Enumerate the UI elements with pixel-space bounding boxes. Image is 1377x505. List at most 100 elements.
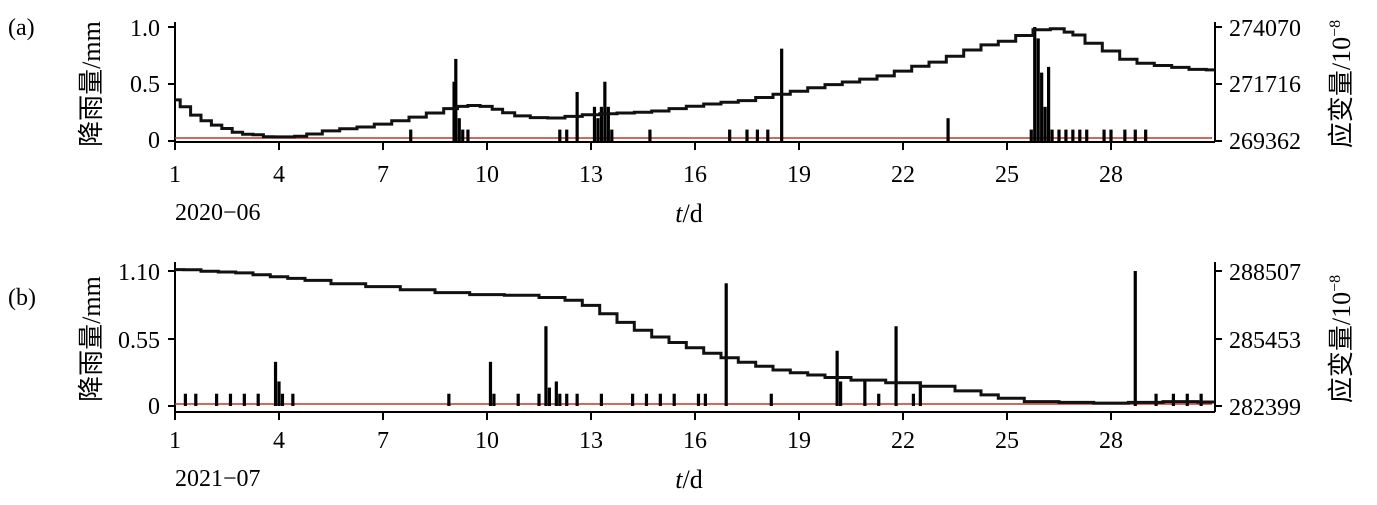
rain-bar xyxy=(215,393,219,406)
x-tick-label: 22 xyxy=(891,162,915,188)
rain-bar xyxy=(454,58,458,141)
rain-bar xyxy=(1154,393,1158,406)
right-y-axis-title-exponent: −8 xyxy=(1327,20,1344,37)
rain-bar xyxy=(1185,393,1189,406)
rain-bar xyxy=(547,387,551,406)
rain-bar xyxy=(877,393,881,406)
left-y-tick-label: 0 xyxy=(148,394,160,420)
rain-bar xyxy=(696,393,701,406)
x-tick-label: 28 xyxy=(1099,162,1123,188)
rain-bar xyxy=(280,393,285,406)
x-ticks-a: 1 4 7 10 13 16 19 22 25 28 xyxy=(169,142,1123,188)
rain-bar xyxy=(461,129,465,141)
x-tick-label: 22 xyxy=(891,428,915,454)
panel-label-b: (b) xyxy=(8,285,36,311)
right-y-tick-label: 288507 xyxy=(1229,260,1301,286)
rain-bar xyxy=(452,81,456,141)
x-tick-label: 13 xyxy=(579,162,603,188)
rain-bar xyxy=(1085,129,1089,141)
right-y-axis-title-base: 应变量/10 xyxy=(1327,292,1356,403)
rain-bar xyxy=(1144,129,1148,141)
x-axis-var: t xyxy=(675,465,683,494)
rain-bar xyxy=(537,393,541,406)
x-tick-label: 13 xyxy=(579,428,603,454)
rain-bar xyxy=(703,393,707,406)
x-axis-title-a: t/d xyxy=(675,199,702,228)
rain-bar xyxy=(1133,129,1137,141)
x-tick-label: 1 xyxy=(169,428,181,454)
x-tick-label: 28 xyxy=(1099,428,1123,454)
right-y-axis-title: 应变量/10−8 xyxy=(1327,275,1356,403)
rain-bar xyxy=(644,393,649,406)
x-axis-unit: /d xyxy=(683,465,703,494)
rain-bar xyxy=(1133,271,1137,406)
rain-bar xyxy=(554,381,558,406)
right-y-tick-label: 282399 xyxy=(1229,395,1301,421)
right-y-axis-title-base: 应变量/10 xyxy=(1327,37,1356,148)
rain-bar xyxy=(766,129,770,141)
x-axis-var: t xyxy=(675,199,683,228)
rain-bar xyxy=(447,393,451,406)
x-tick-label: 7 xyxy=(377,162,389,188)
rain-bar xyxy=(242,393,246,406)
rain-bar xyxy=(863,381,867,406)
rain-bar xyxy=(194,393,198,406)
x-ticks-b: 1 4 7 10 13 16 19 22 25 28 xyxy=(169,412,1123,454)
rain-bar xyxy=(745,129,749,141)
x-axis-unit: /d xyxy=(683,199,703,228)
rain-bar xyxy=(755,129,759,141)
rain-bar xyxy=(488,361,493,406)
right-y-axis-title-exponent: −8 xyxy=(1327,275,1344,292)
rain-bar xyxy=(1109,129,1113,141)
left-y-tick-label: 1.0 xyxy=(130,16,160,42)
rain-bar xyxy=(544,326,548,406)
rain-bar xyxy=(1050,129,1054,141)
left-y-ticks-b xyxy=(168,270,175,407)
rain-bar xyxy=(946,118,950,141)
date-label-b: 2021−07 xyxy=(175,466,261,492)
rain-bar xyxy=(558,393,562,406)
rain-bar xyxy=(565,393,569,406)
strain-line-b xyxy=(175,268,1215,405)
rain-bar xyxy=(728,129,732,141)
right-y-axis-title: 应变量/10−8 xyxy=(1327,20,1356,148)
x-tick-label: 25 xyxy=(995,428,1019,454)
rain-bar xyxy=(769,393,773,406)
x-tick-label: 10 xyxy=(475,162,499,188)
panel-label-a: (a) xyxy=(8,15,35,41)
strain-line-a xyxy=(175,27,1215,139)
left-y-axis-title: 降雨量/mm xyxy=(77,21,106,147)
rain-bar xyxy=(457,118,461,141)
right-y-ticks-a xyxy=(1215,26,1222,142)
rain-bar xyxy=(558,129,562,141)
rain-bar xyxy=(516,393,520,406)
rain-bar xyxy=(1036,38,1040,141)
rain-bar xyxy=(291,393,295,406)
rain-bar xyxy=(228,393,233,406)
rain-bar xyxy=(273,361,278,406)
rain-bars-a xyxy=(409,27,1148,141)
rain-bar xyxy=(599,106,603,141)
rain-bar xyxy=(918,381,922,406)
rain-bar xyxy=(1057,129,1061,141)
left-y-tick-label: 0.5 xyxy=(130,72,160,98)
rain-bar xyxy=(592,106,597,141)
rain-bar xyxy=(631,393,635,406)
x-tick-label: 1 xyxy=(169,162,181,188)
rain-bar xyxy=(183,393,187,406)
rain-bar xyxy=(1043,106,1047,141)
rain-bar xyxy=(1033,27,1037,141)
rain-bar xyxy=(1102,129,1106,141)
x-tick-label: 4 xyxy=(273,162,285,188)
rain-bar xyxy=(672,393,676,406)
right-y-tick-label: 285453 xyxy=(1229,328,1301,354)
rain-bar xyxy=(894,326,898,406)
right-y-tick-label: 271716 xyxy=(1229,72,1301,98)
rain-bar xyxy=(492,393,496,406)
x-tick-label: 7 xyxy=(377,428,389,454)
rain-bar xyxy=(610,129,614,141)
left-y-axis-title: 降雨量/mm xyxy=(77,276,106,402)
x-tick-label: 10 xyxy=(475,428,499,454)
rain-bar xyxy=(1123,129,1127,141)
